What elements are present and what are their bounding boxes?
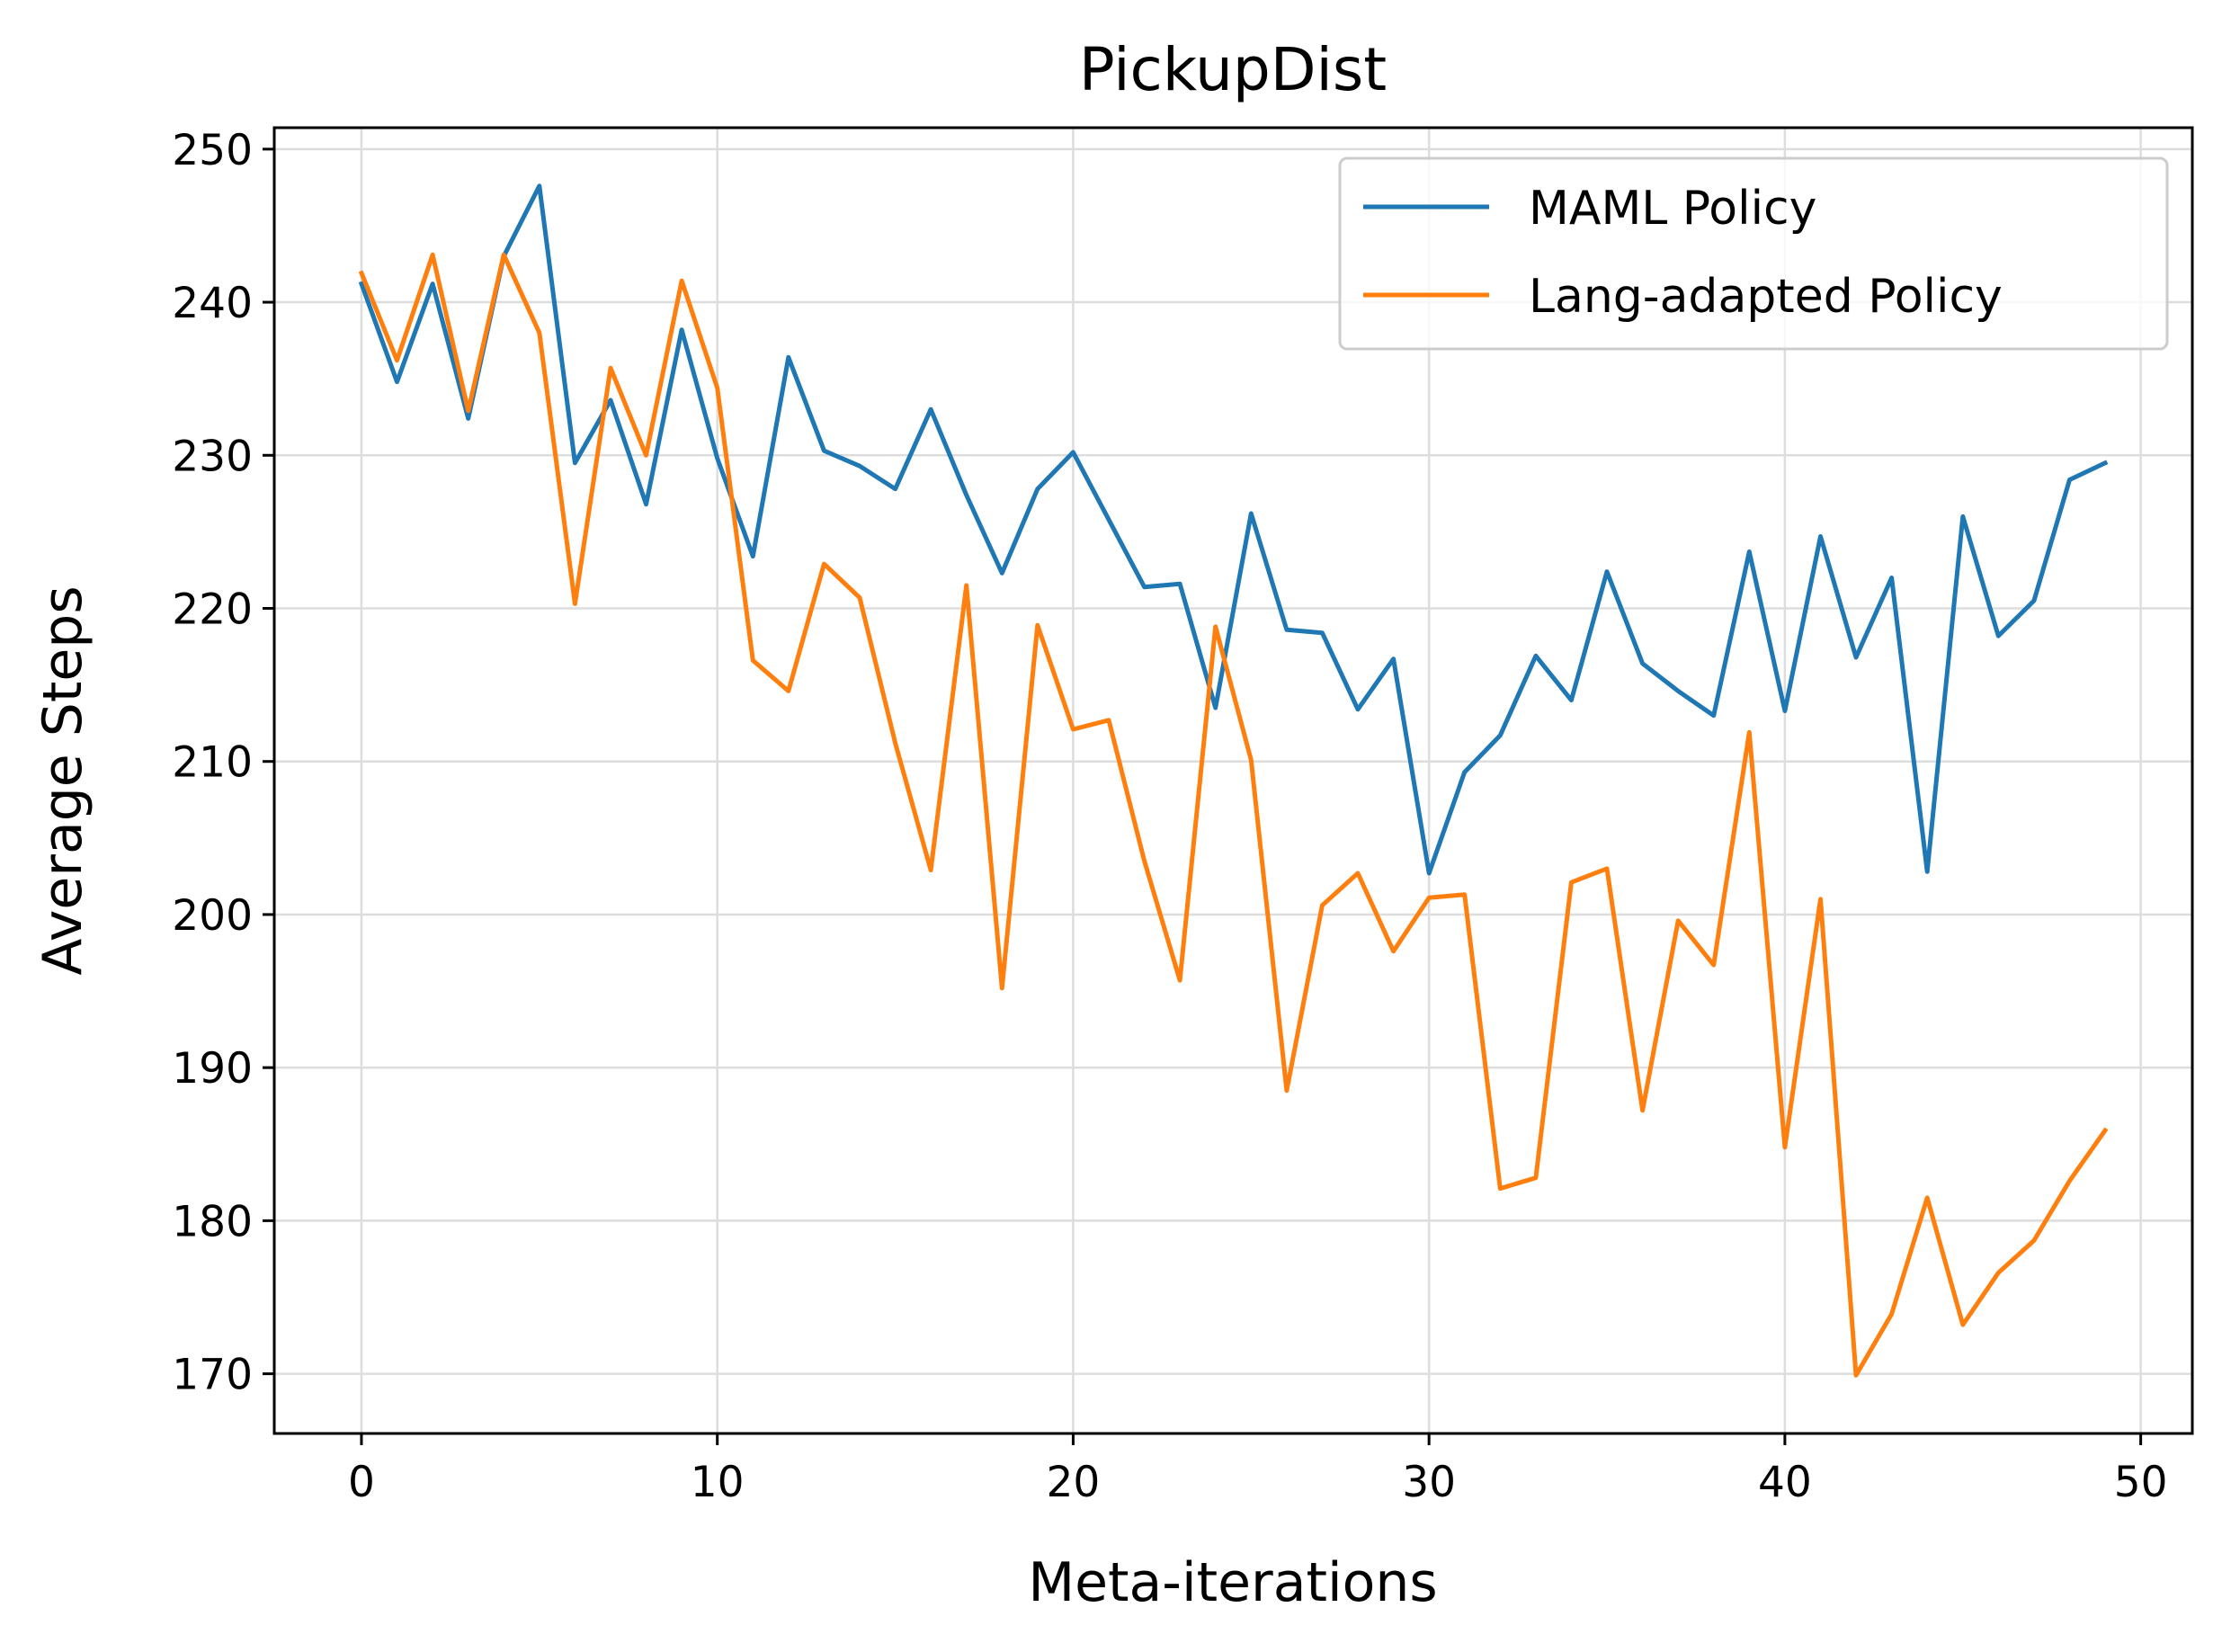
y-tick-label: 230 xyxy=(172,432,253,481)
legend-label-maml-policy: MAML Policy xyxy=(1529,182,1816,236)
y-tick-label: 190 xyxy=(172,1044,253,1094)
x-axis-label: Meta-iterations xyxy=(1028,1551,1437,1614)
series-line-lang-adapted-policy xyxy=(358,252,2109,1378)
y-tick-label: 170 xyxy=(172,1351,253,1400)
y-tick-label: 220 xyxy=(172,585,253,634)
plot-area-frame xyxy=(272,126,2194,1435)
y-tick-label: 210 xyxy=(172,738,253,788)
x-tick-label: 50 xyxy=(2114,1458,2168,1507)
y-axis-label: Average Steps xyxy=(31,585,94,975)
y-tick-label: 200 xyxy=(172,891,253,941)
legend-label-lang-adapted-policy: Lang-adapted Policy xyxy=(1529,270,2003,324)
y-tick-label: 240 xyxy=(172,279,253,328)
x-tick-label: 10 xyxy=(691,1458,745,1507)
legend-box xyxy=(1338,156,2169,351)
x-tick-label: 20 xyxy=(1047,1458,1101,1507)
series-lines xyxy=(358,183,2109,1378)
y-tick-label: 180 xyxy=(172,1197,253,1246)
y-tick-label: 250 xyxy=(172,126,253,175)
x-tick-label: 30 xyxy=(1402,1458,1456,1507)
chart-title: PickupDist xyxy=(1079,35,1387,104)
x-tick-label: 40 xyxy=(1758,1458,1812,1507)
x-tick-label: 0 xyxy=(348,1458,375,1507)
legend: MAML Policy Lang-adapted Policy xyxy=(1338,156,2169,351)
axis-ticks: 0 10 20 30 40 50 170 180 190 200 210 220 230 240 250 xyxy=(172,126,2167,1507)
grid-lines xyxy=(274,128,2192,1433)
series-line-maml-policy xyxy=(358,183,2109,876)
